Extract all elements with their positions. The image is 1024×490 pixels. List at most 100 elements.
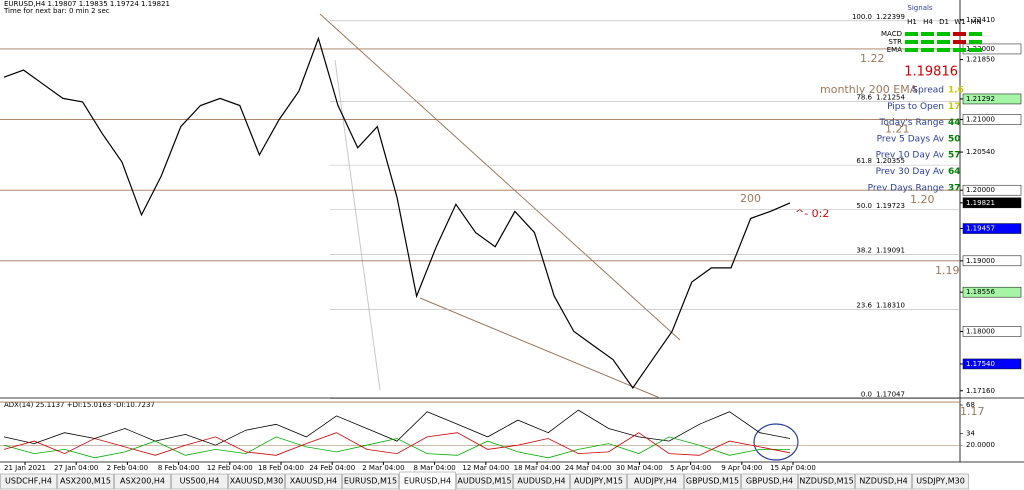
y-tick-label: 1.21000 xyxy=(966,116,995,124)
tab-label[interactable]: EURUSD,H4 xyxy=(404,477,451,486)
tab-label[interactable]: GBPUSD,M15 xyxy=(686,477,739,486)
tab[interactable] xyxy=(912,473,969,490)
signal-row: EMA xyxy=(887,46,902,54)
price-box xyxy=(962,358,1022,370)
tab-label[interactable]: AUDUSD,M15 xyxy=(457,477,511,486)
level-label: 1.20 xyxy=(910,193,935,206)
move-note: ^- 0:2 xyxy=(795,207,829,220)
tab-label[interactable]: ASX200,H4 xyxy=(120,477,165,486)
stat-value: 37 xyxy=(948,183,961,193)
signal-cell xyxy=(937,40,950,44)
signal-cell xyxy=(921,48,934,52)
fib-pct: 38.2 xyxy=(856,246,872,254)
tab-label[interactable]: US500,H4 xyxy=(180,477,220,486)
signal-cell xyxy=(953,48,966,52)
tab[interactable] xyxy=(342,473,399,490)
tab[interactable] xyxy=(627,473,684,490)
tab-label[interactable]: EURUSD,M15 xyxy=(344,477,397,486)
fib-price: 1.18310 xyxy=(876,302,905,310)
price-box xyxy=(962,326,1022,337)
tab[interactable] xyxy=(741,473,798,490)
time-label: 24 Mar 04:00 xyxy=(565,464,612,472)
tab-label[interactable]: NZDUSD,M15 xyxy=(799,477,853,486)
tab[interactable] xyxy=(57,473,114,490)
tab-label[interactable]: NZDUSD,H4 xyxy=(859,477,907,486)
tab[interactable] xyxy=(285,473,342,490)
level-label: 1.17 xyxy=(960,405,985,418)
tab[interactable] xyxy=(0,473,57,490)
y-tick-label: 1.22410 xyxy=(966,16,995,24)
y-tick-label: 1.19821 xyxy=(966,199,995,207)
tab-label[interactable]: GBPUSD,H4 xyxy=(746,477,793,486)
pips-note: 200 xyxy=(740,192,761,205)
tab[interactable] xyxy=(114,473,171,490)
fib-price: 1.19723 xyxy=(876,202,905,210)
tab-label[interactable]: USDJPY,M30 xyxy=(916,477,965,486)
tab[interactable] xyxy=(798,473,855,490)
y-tick-label: 1.20540 xyxy=(966,148,995,156)
time-label: 5 Apr 04:00 xyxy=(670,464,711,472)
price-box xyxy=(962,93,1022,105)
tab-label[interactable]: AUDUSD,H4 xyxy=(517,477,565,486)
tab[interactable] xyxy=(570,473,627,490)
tab-label[interactable]: AUDJPY,M15 xyxy=(574,477,623,486)
signal-cell xyxy=(953,32,966,36)
stat-name: Prev Days Range xyxy=(868,183,945,193)
price-box xyxy=(962,184,1022,196)
tab-label[interactable]: XAUUSD,M30 xyxy=(230,477,284,486)
tab-label[interactable]: ASX200,M15 xyxy=(60,477,111,486)
current-price: 1.19816 xyxy=(904,65,958,80)
time-label: 9 Apr 04:00 xyxy=(721,464,762,472)
y-tick-label: 1.17160 xyxy=(966,387,995,395)
price-box xyxy=(962,286,1022,298)
fib-price: 1.20355 xyxy=(876,157,905,165)
stat-value: 57 xyxy=(948,151,961,161)
tab[interactable] xyxy=(228,473,285,490)
stat-value: 64 xyxy=(948,167,961,177)
signal-row: MACD xyxy=(881,30,902,38)
time-label: 15 Apr 04:00 xyxy=(770,464,816,472)
fib-pct: 100.0 xyxy=(852,13,872,21)
signal-cell xyxy=(953,40,966,44)
time-label: 21 Jan 2021 xyxy=(4,464,46,472)
tab[interactable] xyxy=(513,473,570,490)
tab[interactable] xyxy=(399,471,456,490)
time-label: 24 Feb 04:00 xyxy=(309,464,355,472)
tab-label[interactable]: XAUUSD,H4 xyxy=(290,477,338,486)
signal-row: STR xyxy=(888,38,902,46)
fib-price: 1.19091 xyxy=(876,246,905,254)
stat-value: 44 xyxy=(948,118,961,128)
tab-label[interactable]: AUDJPY,H4 xyxy=(634,477,677,486)
tab[interactable] xyxy=(456,473,513,490)
adx-label: ADX(14) 25.1137 +DI:15.0163 -DI:10.7237 xyxy=(4,401,155,409)
fib-pct: 0.0 xyxy=(861,391,872,399)
signal-cell xyxy=(905,48,918,52)
y-tick-label: 1.21292 xyxy=(966,95,995,103)
tab[interactable] xyxy=(684,473,741,490)
price-box xyxy=(962,223,1022,234)
adx-line xyxy=(3,409,791,446)
stat-value: 50 xyxy=(948,134,961,144)
stat-value: 1.6 xyxy=(948,86,964,96)
time-label: 12 Feb 04:00 xyxy=(207,464,253,472)
time-label: 2 Mar 04:00 xyxy=(362,464,404,472)
header-timer: Time for next bar: 0 min 2 sec xyxy=(3,7,110,15)
highlight-circle xyxy=(753,423,799,461)
signals-title: Signals xyxy=(907,4,933,12)
price-line xyxy=(3,36,791,389)
price-box xyxy=(962,255,1022,267)
level-label: 1.21 xyxy=(885,123,910,136)
tab[interactable] xyxy=(855,473,912,490)
y-tick-label: 1.17540 xyxy=(966,360,995,368)
time-label: 18 Feb 04:00 xyxy=(258,464,304,472)
adx-tick-label: 68 xyxy=(966,401,975,409)
fib-pct: 78.6 xyxy=(856,94,872,102)
tab-label[interactable]: USDCHF,H4 xyxy=(5,477,52,486)
signal-cell xyxy=(937,48,950,52)
signal-column: MN xyxy=(970,18,981,26)
stat-name: Spread xyxy=(912,86,944,96)
tab[interactable] xyxy=(171,473,228,490)
stat-name: Prev 30 Day Av xyxy=(876,167,945,177)
time-label: 12 Mar 04:00 xyxy=(462,464,509,472)
